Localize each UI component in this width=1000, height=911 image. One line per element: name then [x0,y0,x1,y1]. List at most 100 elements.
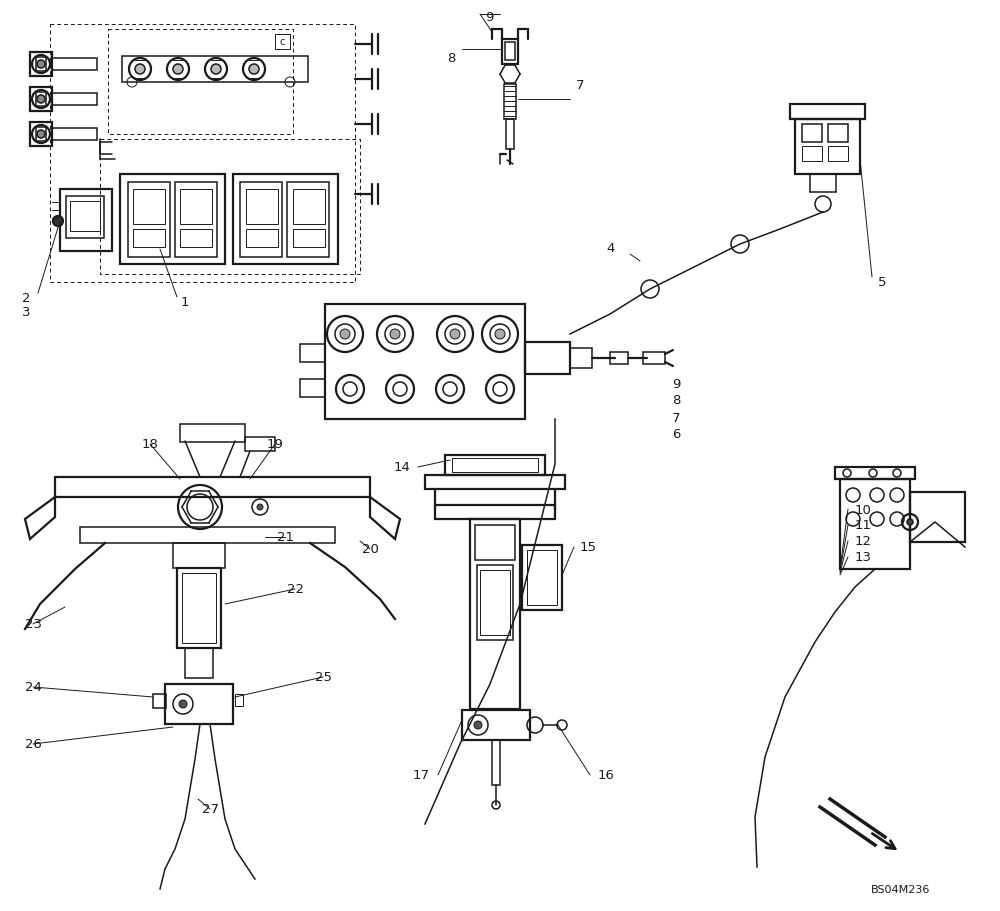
Bar [246,189,278,225]
Bar [475,526,515,560]
Text: 26: 26 [25,738,41,751]
Text: 10: 10 [855,503,872,516]
Circle shape [53,217,63,227]
Bar [802,125,822,143]
Text: 5: 5 [878,276,886,289]
Bar [275,35,290,50]
Text: 24: 24 [25,681,41,694]
Bar [233,175,338,265]
Circle shape [179,701,187,708]
Bar [60,189,112,251]
Bar [835,467,915,479]
Circle shape [907,519,913,526]
Bar [502,40,518,65]
Bar [177,568,221,649]
Bar [36,58,46,72]
Bar [133,230,165,248]
Bar [910,493,965,542]
Bar [175,183,217,258]
Bar [506,120,514,149]
Text: 27: 27 [202,803,219,815]
Text: 21: 21 [277,531,294,544]
Text: 1: 1 [181,295,189,308]
Bar [828,125,848,143]
Bar [522,546,562,610]
Text: 18: 18 [142,438,158,451]
Bar [55,477,370,497]
Bar [108,30,293,135]
Bar [300,344,325,363]
Circle shape [37,96,45,104]
Bar [525,343,570,374]
Text: 8: 8 [447,51,455,65]
Bar [120,175,225,265]
Text: 12: 12 [855,535,872,548]
Bar [240,183,282,258]
Bar [52,128,97,141]
Bar [470,519,520,710]
Circle shape [211,65,221,75]
Text: 3: 3 [22,306,30,319]
Text: 8: 8 [672,394,680,407]
Text: 15: 15 [580,541,597,554]
Bar [180,230,212,248]
Circle shape [474,722,482,729]
Bar [122,57,308,83]
Bar [133,189,165,225]
Text: 7: 7 [672,411,680,424]
Bar [505,43,515,61]
Bar [30,87,52,112]
Text: 2: 2 [22,292,30,304]
Bar [245,437,275,452]
Bar [30,123,52,147]
Bar [643,353,665,364]
Bar [795,120,860,175]
Bar [66,197,104,239]
Circle shape [340,330,350,340]
Bar [492,740,500,785]
Bar [128,183,170,258]
Bar [480,570,510,635]
Text: 20: 20 [362,543,378,556]
Bar [840,479,910,569]
Circle shape [135,65,145,75]
Circle shape [249,65,259,75]
Text: 22: 22 [287,583,304,596]
Circle shape [37,61,45,69]
Bar [80,527,335,543]
Bar [165,684,233,724]
Bar [802,147,822,162]
Text: c: c [279,37,285,47]
Bar [425,476,565,489]
Text: 25: 25 [315,670,332,684]
Bar [610,353,628,364]
Bar [70,201,100,231]
Bar [570,349,592,369]
Text: 23: 23 [25,618,42,630]
Bar [828,147,848,162]
Text: BS04M236: BS04M236 [871,884,930,894]
Text: 4: 4 [607,241,615,254]
Bar [173,543,225,568]
Bar [504,85,516,120]
Bar [527,550,557,605]
Text: 14: 14 [393,461,410,474]
Bar [325,304,525,420]
Bar [180,425,245,443]
Text: 11: 11 [855,519,872,532]
Bar [52,59,97,71]
Bar [445,456,545,476]
Circle shape [257,505,263,510]
Text: 17: 17 [413,769,430,782]
Bar [50,25,355,282]
Bar [185,649,213,679]
Bar [300,380,325,397]
Bar [477,566,513,640]
Bar [153,694,166,708]
Text: 13: 13 [855,551,872,564]
Bar [36,128,46,142]
Text: 9: 9 [486,11,494,24]
Bar [52,94,97,106]
Bar [246,230,278,248]
Bar [30,53,52,77]
